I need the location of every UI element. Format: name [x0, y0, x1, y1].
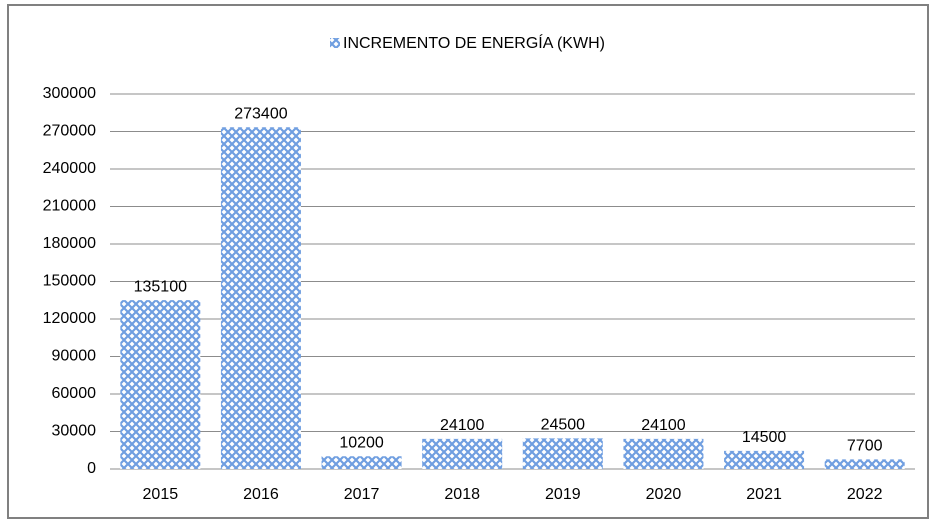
y-tick-label: 90000: [52, 348, 97, 365]
bar: [623, 438, 704, 469]
y-tick-label: 120000: [43, 310, 96, 327]
x-tick-label: 2021: [746, 486, 782, 503]
bar: [321, 456, 402, 469]
x-tick-label: 2015: [143, 486, 179, 503]
data-label: 24500: [541, 417, 586, 434]
bar: [522, 438, 603, 469]
bar: [724, 450, 805, 469]
data-label: 10200: [339, 434, 384, 451]
bar: [220, 127, 301, 469]
y-tick-label: 240000: [43, 160, 96, 177]
y-tick-label: 60000: [52, 385, 97, 402]
bar: [824, 459, 905, 469]
y-tick-label: 300000: [43, 85, 96, 102]
data-label: 24100: [641, 417, 686, 434]
x-tick-label: 2017: [344, 486, 380, 503]
y-tick-label: 180000: [43, 235, 96, 252]
y-tick-label: 270000: [43, 123, 96, 140]
data-label: 24100: [440, 417, 485, 434]
x-tick-label: 2019: [545, 486, 581, 503]
x-tick-label: 2018: [444, 486, 480, 503]
y-tick-label: 150000: [43, 273, 96, 290]
y-tick-label: 0: [87, 460, 96, 477]
data-label: 14500: [742, 429, 787, 446]
data-label: 7700: [847, 438, 883, 455]
x-tick-label: 2016: [243, 486, 279, 503]
x-tick-label: 2020: [646, 486, 682, 503]
data-label: 135100: [134, 278, 187, 295]
bar: [120, 300, 201, 469]
x-tick-label: 2022: [847, 486, 883, 503]
y-tick-label: 210000: [43, 198, 96, 215]
data-label: 273400: [234, 105, 287, 122]
legend-label: INCREMENTO DE ENERGÍA (KWH): [343, 33, 605, 52]
legend-swatch: [330, 38, 340, 48]
y-tick-label: 30000: [52, 423, 97, 440]
bar: [422, 438, 503, 469]
